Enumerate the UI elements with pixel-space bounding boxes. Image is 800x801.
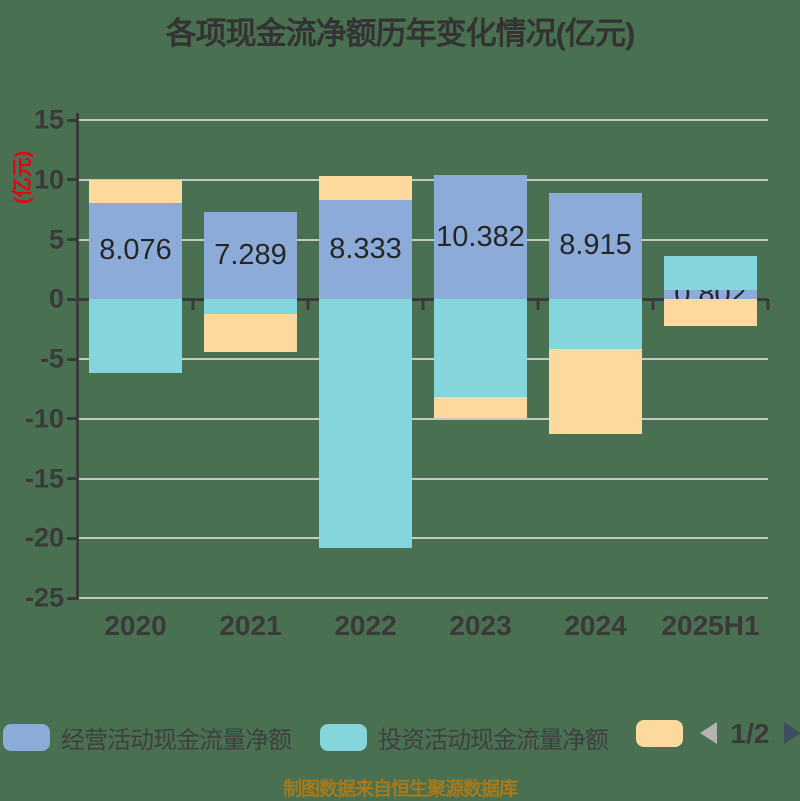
x-tick-label: 2022 [334, 610, 397, 641]
legend-label: 经营活动现金流量净额 [61, 727, 292, 754]
y-tick-label: 5 [48, 224, 64, 254]
x-tick-label: 2020 [104, 610, 167, 641]
bar-segment [664, 256, 757, 290]
bar-segment: 8.915 [549, 192, 642, 300]
y-tick-label: 0 [48, 283, 64, 314]
y-axis-tick [67, 178, 78, 182]
bar-segment [319, 175, 412, 200]
bar-segment [204, 313, 297, 352]
bar-segment [549, 349, 642, 435]
y-tick-label: -20 [24, 522, 64, 553]
gridline [78, 537, 768, 540]
bar-segment: 7.289 [204, 212, 297, 300]
y-tick-label: -5 [39, 343, 64, 374]
x-tick-label: 2023 [449, 610, 512, 641]
y-axis-tick [67, 477, 78, 480]
bar-segment [89, 180, 182, 203]
bar-segment [89, 299, 182, 374]
bar-segment [664, 299, 757, 326]
legend-item-financing-cashflow[interactable] [636, 720, 694, 747]
x-axis-tick [536, 299, 540, 311]
legend-item-operating-cashflow[interactable]: 经营活动现金流量净额 [3, 720, 292, 755]
y-axis-tick [67, 357, 78, 361]
legend-label: 投资活动现金流量净额 [378, 727, 609, 754]
plot-area: 15 10 5 0 -5 -10 -15 -20 -25 8.076 2020 7.289 2021 8.… [25, 105, 770, 641]
y-axis-tick [67, 238, 78, 241]
data-source-note: 制图数据来自恒生聚源数据库 [282, 779, 518, 800]
legend-prev-arrow-icon[interactable] [700, 722, 717, 744]
y-axis-tick [67, 297, 78, 301]
x-tick-label: 2025H1 [661, 610, 760, 641]
gridline [78, 477, 768, 480]
y-tick-label: 15 [33, 104, 64, 135]
bar-value-label: 8.333 [329, 232, 402, 265]
legend-next-arrow-icon[interactable] [784, 722, 800, 744]
bar-segment [434, 397, 527, 418]
chart-title: 各项现金流净额历年变化情况(亿元) [165, 16, 636, 51]
x-axis-tick [421, 299, 425, 311]
gridline [78, 119, 768, 121]
y-tick-label: -10 [24, 403, 64, 434]
gridline [78, 417, 768, 420]
bar-segment: 8.333 [319, 199, 412, 300]
bar-segment: 0.802 [664, 289, 757, 300]
y-tick-label: -15 [24, 463, 64, 493]
y-tick-label: 10 [33, 164, 64, 195]
bar-segment: 10.382 [434, 175, 527, 300]
x-tick-label: 2024 [564, 610, 627, 641]
legend-swatch-teal [320, 724, 367, 751]
x-axis-tick [651, 299, 655, 311]
bar-value-label: 10.382 [436, 220, 525, 253]
legend-swatch-blue [3, 724, 50, 751]
bar-segment [434, 299, 527, 398]
bar-segment: 8.076 [89, 202, 182, 300]
bar-segment [204, 299, 297, 314]
y-axis-tick [67, 596, 78, 600]
x-axis-tick [191, 299, 195, 311]
y-axis-tick [67, 118, 78, 122]
gridline [78, 597, 768, 599]
legend-page-indicator: 1/2 [730, 718, 770, 749]
bar-segment [549, 299, 642, 350]
x-axis-tick [306, 299, 310, 311]
legend-item-investing-cashflow[interactable]: 投资活动现金流量净额 [320, 720, 609, 755]
bar-value-label: 8.915 [559, 229, 632, 262]
bar-segment [319, 299, 412, 548]
y-axis-line [76, 113, 79, 599]
y-axis-tick [67, 417, 78, 421]
y-axis-tick [67, 536, 78, 540]
legend-swatch-orange [636, 720, 683, 747]
gridline [78, 238, 768, 241]
bar-value-label: 8.076 [99, 234, 172, 267]
bar-value-label: 0.802 [674, 290, 747, 300]
x-axis-tick [766, 299, 770, 311]
gridline [78, 358, 768, 360]
y-tick-label: -25 [24, 582, 64, 613]
gridline [78, 178, 768, 181]
bar-value-label: 7.289 [214, 239, 287, 272]
x-tick-label: 2021 [219, 610, 282, 641]
